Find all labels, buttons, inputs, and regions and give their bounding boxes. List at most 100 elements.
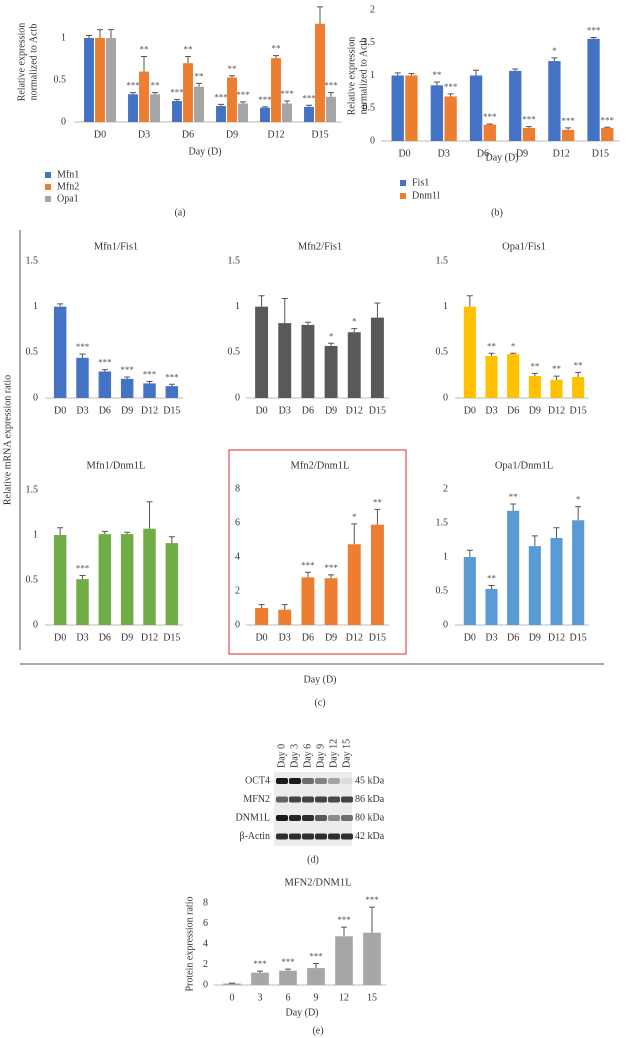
error-bar xyxy=(328,92,334,97)
error-bar xyxy=(604,126,611,128)
significance-label: ** xyxy=(272,44,282,54)
significance-label: ** xyxy=(184,45,194,55)
blot-band xyxy=(328,796,340,803)
bar xyxy=(370,317,384,398)
bar xyxy=(301,324,315,398)
legend-label: Mfn1 xyxy=(57,169,79,180)
significance-label: *** xyxy=(126,81,140,91)
error-bar xyxy=(146,381,153,384)
bar xyxy=(120,534,134,625)
error-bar xyxy=(273,55,279,59)
bar xyxy=(405,75,418,141)
error-bar xyxy=(551,57,558,62)
significance-label: *** xyxy=(236,90,250,100)
bar xyxy=(370,524,384,625)
significance-label: *** xyxy=(165,372,179,382)
error-bar xyxy=(196,82,202,87)
legend-swatch xyxy=(400,193,406,199)
bar xyxy=(307,968,325,985)
bar xyxy=(483,124,496,141)
error-bar xyxy=(313,962,319,969)
significance-label: ** xyxy=(530,361,540,371)
legend-swatch xyxy=(45,172,51,178)
y-axis-label: Relative mRNA expression ratio xyxy=(2,375,13,505)
error-bar xyxy=(168,383,175,387)
y-tick-label: 1 xyxy=(370,70,375,81)
error-bar xyxy=(575,371,582,377)
bar xyxy=(485,588,498,625)
significance-label: *** xyxy=(120,365,134,375)
error-bar xyxy=(525,126,532,128)
lane-label: Day 0 xyxy=(276,744,287,768)
bar xyxy=(324,345,338,398)
x-tick-label: 0 xyxy=(230,992,235,1003)
bar xyxy=(301,577,315,625)
y-tick-label: 1.5 xyxy=(54,0,67,1)
panel-label: (c) xyxy=(314,697,325,708)
significance-label: * xyxy=(511,341,516,351)
x-tick-label: D6 xyxy=(302,632,314,643)
significance-label: *** xyxy=(587,26,601,36)
error-bar xyxy=(79,353,86,358)
significance-label: *** xyxy=(253,959,267,969)
error-bar xyxy=(553,527,560,538)
bar xyxy=(227,77,237,122)
x-tick-label: D12 xyxy=(553,148,570,159)
bar xyxy=(304,106,314,122)
bar xyxy=(548,61,561,142)
panel-label: (e) xyxy=(312,1025,323,1036)
size-label: 42 kDa xyxy=(355,831,385,842)
significance-label: * xyxy=(552,46,557,56)
bar xyxy=(550,537,563,625)
y-tick-label: 0 xyxy=(235,392,240,403)
row-label: DNM1L xyxy=(236,812,270,823)
error-bar xyxy=(510,352,517,355)
chart-title: Opa1/Dnm1L xyxy=(495,460,553,471)
bar xyxy=(347,544,361,625)
bar xyxy=(172,101,182,122)
blot-band xyxy=(328,815,340,821)
y-tick-label: 1.5 xyxy=(363,37,376,48)
x-tick-label: D15 xyxy=(311,129,328,140)
x-axis-label: Day (D) xyxy=(188,146,221,157)
bar xyxy=(469,75,483,141)
row-label: MFN2 xyxy=(243,794,270,805)
error-bar xyxy=(531,535,538,547)
x-tick-label: D9 xyxy=(516,148,528,159)
x-tick-label: D3 xyxy=(76,632,88,643)
bar xyxy=(271,58,281,122)
y-tick-label: 0 xyxy=(203,979,208,990)
significance-label: *** xyxy=(76,564,90,574)
bar xyxy=(128,94,138,122)
error-bar xyxy=(281,604,288,610)
y-tick-label: 1.5 xyxy=(436,517,449,528)
error-bar xyxy=(57,303,64,307)
bar xyxy=(561,129,575,141)
bar xyxy=(326,96,336,122)
bar xyxy=(194,86,204,122)
y-tick-label: 0.5 xyxy=(26,347,39,358)
bar xyxy=(150,94,160,122)
y-tick-label: 0 xyxy=(370,135,375,146)
blot-band xyxy=(315,815,327,821)
y-axis-label: Relative expression xyxy=(16,23,27,102)
y-tick-label: 2 xyxy=(203,959,208,970)
bar xyxy=(216,106,226,122)
error-bar xyxy=(590,37,597,39)
bar xyxy=(183,63,193,122)
significance-label: ** xyxy=(140,45,150,55)
bar xyxy=(587,38,600,141)
blot-band xyxy=(276,815,288,821)
significance-label: * xyxy=(329,331,334,341)
bar xyxy=(363,932,381,985)
error-bar xyxy=(328,342,335,346)
bar xyxy=(143,383,156,398)
x-tick-label: D3 xyxy=(485,405,497,416)
bar xyxy=(255,306,269,398)
blot-band xyxy=(341,815,353,821)
x-tick-label: 12 xyxy=(339,992,349,1003)
error-bar xyxy=(351,328,358,333)
x-tick-label: D15 xyxy=(570,632,587,643)
blot-band xyxy=(341,833,353,840)
